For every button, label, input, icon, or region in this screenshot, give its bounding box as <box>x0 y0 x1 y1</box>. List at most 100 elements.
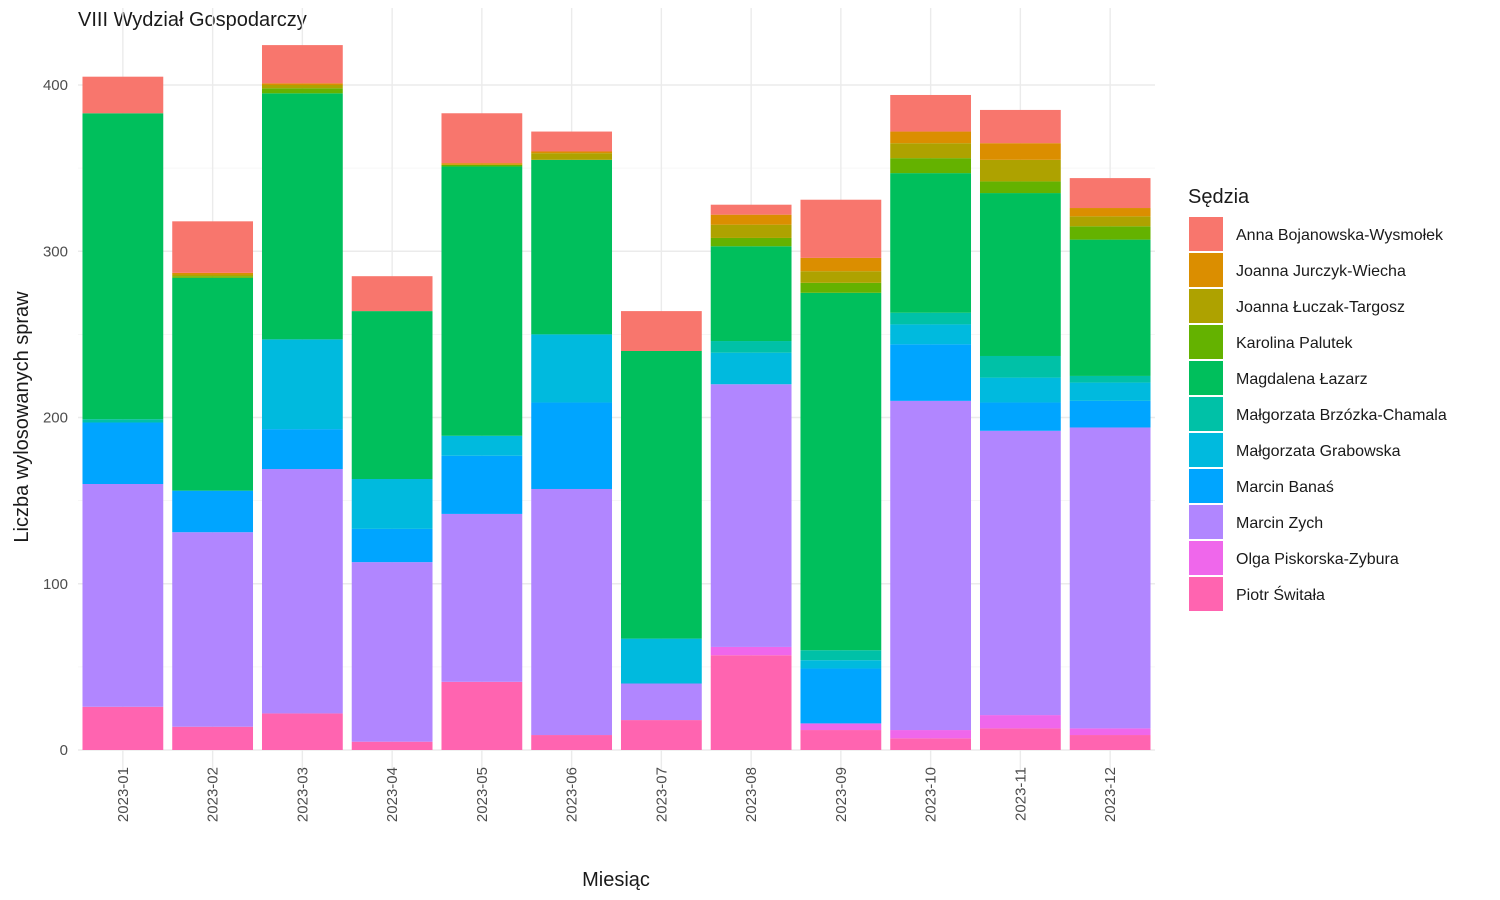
bar-segment <box>800 660 882 669</box>
bar-segment <box>441 681 523 750</box>
bar-segment <box>441 163 523 165</box>
bar-segment <box>800 282 882 293</box>
x-tick-label: 2023-12 <box>1102 767 1119 822</box>
bar-segment <box>441 166 523 436</box>
bar-segment <box>1069 382 1151 401</box>
x-axis-title: Miesiąc <box>582 869 650 891</box>
bar-segment <box>82 76 164 114</box>
legend-key <box>1189 469 1223 503</box>
x-tick-label: 2023-09 <box>833 767 850 822</box>
bar-segment <box>710 224 792 238</box>
bar-segment <box>1069 427 1151 729</box>
bar-segment <box>710 384 792 647</box>
bar-segment <box>800 271 882 283</box>
bar-segment <box>1069 375 1151 383</box>
x-tick-label: 2023-03 <box>294 767 311 822</box>
bar-segment <box>531 334 613 403</box>
legend-label: Małgorzata Brzózka-Chamala <box>1236 407 1447 424</box>
x-tick-label: 2023-08 <box>743 767 760 822</box>
legend-key <box>1189 577 1223 611</box>
bar-segment <box>979 402 1061 431</box>
bar-segment <box>979 159 1061 182</box>
x-tick-label: 2023-02 <box>205 767 222 822</box>
bar-segment <box>172 221 254 273</box>
bar-segment <box>890 344 972 401</box>
bar-segment <box>351 311 433 480</box>
bar-segment <box>531 402 613 489</box>
bar-segment <box>710 214 792 225</box>
bar-segment <box>172 726 254 750</box>
x-tick-label: 2023-10 <box>923 767 940 822</box>
bar-segment <box>800 292 882 651</box>
bar-segment <box>800 668 882 724</box>
legend-label: Olga Piskorska-Zybura <box>1236 551 1399 568</box>
chart-title: VIII Wydział Gospodarczy <box>78 9 307 31</box>
bar-segment <box>890 143 972 159</box>
bar-segment <box>890 738 972 750</box>
bar-segment <box>800 650 882 661</box>
bar-segment <box>441 164 523 167</box>
bar-segment <box>800 723 882 731</box>
bar-segment <box>82 706 164 750</box>
bar-segment <box>710 246 792 342</box>
legend-key <box>1189 253 1223 287</box>
bar-segment <box>351 562 433 742</box>
bar-segment <box>1069 178 1151 209</box>
bar-segment <box>531 159 613 335</box>
bar-segment <box>441 513 523 682</box>
bar-segment <box>979 715 1061 729</box>
bar-segment <box>261 93 343 340</box>
bar-segment <box>710 352 792 385</box>
bar-segment <box>620 683 702 721</box>
x-tick-label: 2023-05 <box>474 767 491 822</box>
bar-segment <box>890 730 972 739</box>
bar-segment <box>710 655 792 750</box>
bar-segment <box>979 728 1061 750</box>
bar-segment <box>531 131 613 152</box>
legend-key <box>1189 361 1223 395</box>
legend-label: Joanna Jurczyk-Wiecha <box>1236 263 1406 280</box>
legend-key <box>1189 397 1223 431</box>
bar-segment <box>172 532 254 727</box>
bar-segment <box>890 158 972 174</box>
bar-segment <box>1069 216 1151 227</box>
y-tick-label: 300 <box>43 243 68 260</box>
bar-segment <box>172 272 254 275</box>
bar-segment <box>172 276 254 278</box>
legend-label: Karolina Palutek <box>1236 335 1354 352</box>
legend-label: Małgorzata Grabowska <box>1236 443 1401 460</box>
y-tick-label: 100 <box>43 576 68 593</box>
bar-segment <box>620 638 702 684</box>
legend: Sędzia Anna Bojanowska-Wysmołek Joanna Ju… <box>1188 186 1447 611</box>
y-tick-label: 400 <box>43 77 68 94</box>
legend-title: Sędzia <box>1188 186 1250 208</box>
bar-segment <box>620 351 702 639</box>
bar-segment <box>351 479 433 529</box>
legend-key <box>1189 325 1223 359</box>
bar-segment <box>800 730 882 750</box>
bar-segment <box>82 484 164 707</box>
legend-label: Piotr Świtała <box>1236 585 1325 604</box>
y-axis-ticks: 0 100 200 300 400 <box>43 77 68 759</box>
bar-segment <box>531 735 613 750</box>
bar-segment <box>531 488 613 736</box>
bar-segment <box>620 720 702 750</box>
y-tick-label: 200 <box>43 410 68 427</box>
bar-segment <box>710 237 792 247</box>
x-tick-label: 2023-01 <box>115 767 132 822</box>
bar-segment <box>531 151 613 154</box>
y-tick-label: 0 <box>60 742 68 759</box>
legend-key <box>1189 217 1223 251</box>
legend-key <box>1189 505 1223 539</box>
legend-label: Marcin Banaś <box>1236 479 1334 496</box>
x-axis-ticks: 2023-01 2023-02 2023-03 2023-04 2023-05 2023-… <box>115 767 1119 822</box>
legend-key <box>1189 433 1223 467</box>
bar-segment <box>82 419 164 423</box>
bar-segment <box>261 469 343 714</box>
y-axis-title: Liczba wylosowanych spraw <box>11 291 33 543</box>
bar-segment <box>172 490 254 533</box>
bars <box>82 45 1151 750</box>
bar-segment <box>261 85 343 89</box>
legend-label: Magdalena Łazarz <box>1236 371 1368 388</box>
